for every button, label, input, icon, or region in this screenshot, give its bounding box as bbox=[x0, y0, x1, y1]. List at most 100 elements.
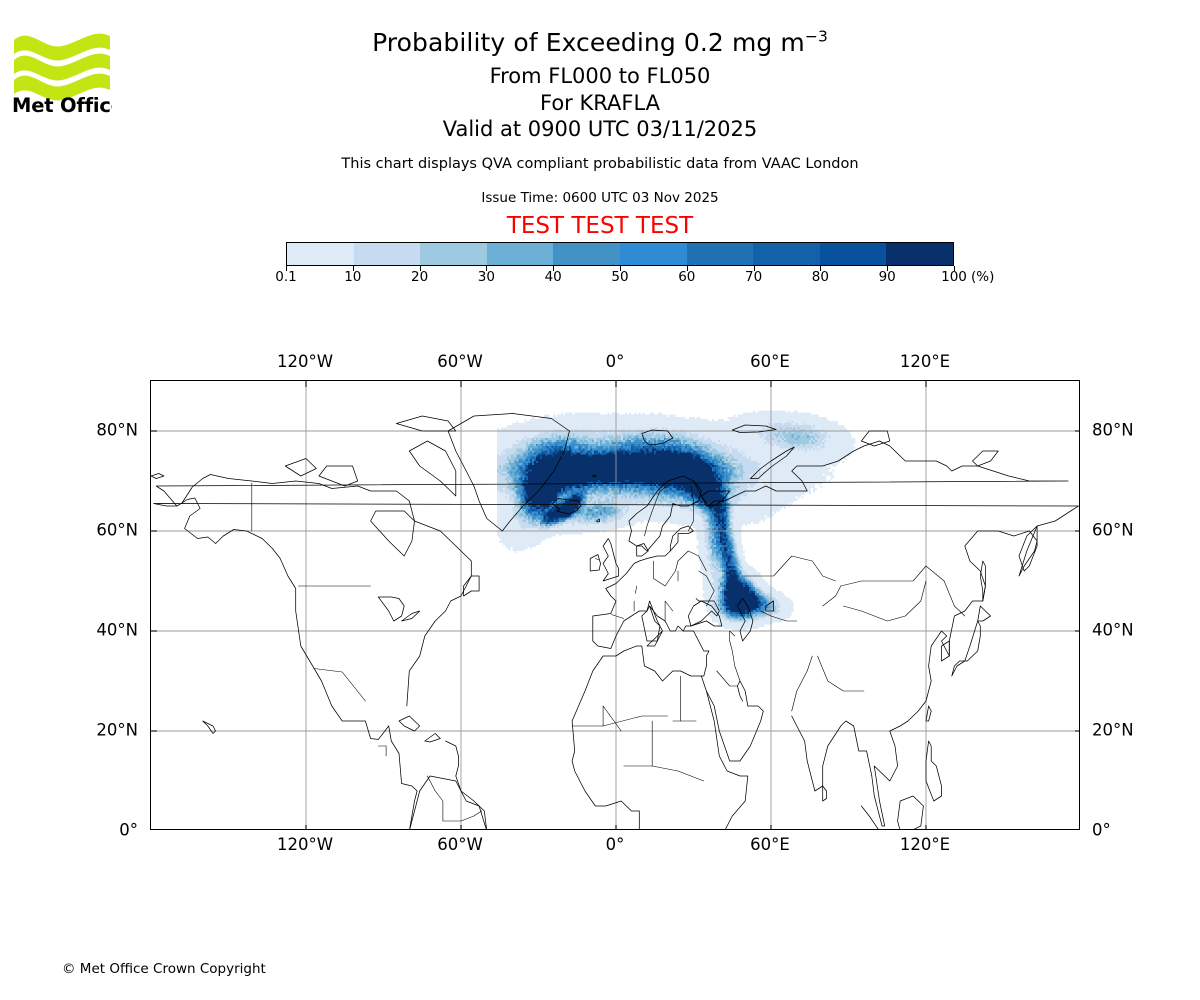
border-af-sahel bbox=[571, 715, 668, 727]
border-cn-mongolia bbox=[843, 580, 927, 622]
border-bra-north bbox=[442, 810, 482, 822]
border-cn-india bbox=[817, 655, 865, 692]
coastline-alaska-siberia-west bbox=[181, 497, 418, 829]
graticule-gridlines bbox=[151, 381, 1079, 829]
probability-colorbar bbox=[286, 242, 955, 271]
colorbar-band-10-20 bbox=[353, 243, 421, 265]
coastline-hawaii bbox=[202, 720, 216, 734]
coastline-iceland bbox=[552, 498, 582, 515]
lat-label-left-60: 60°N bbox=[96, 520, 138, 540]
border-europe-pl bbox=[653, 560, 679, 587]
colorbar-units-label: (%) bbox=[971, 269, 995, 285]
coastline-newfoundland bbox=[463, 575, 480, 597]
colorbar-label-90: 90 bbox=[878, 269, 896, 285]
colorbar-band-70-80 bbox=[753, 243, 820, 265]
coastline-svalbard bbox=[641, 429, 674, 446]
logo-wave-2 bbox=[14, 53, 110, 81]
border-kz-uzb bbox=[760, 610, 798, 622]
border-af-west-ng bbox=[623, 765, 705, 782]
border-fi-ru bbox=[688, 485, 694, 532]
colorbar-band-60-70 bbox=[686, 243, 754, 265]
coastline-faroe bbox=[596, 518, 601, 523]
logo-wave-1 bbox=[14, 33, 110, 61]
lat-label-right-80: 80°N bbox=[1092, 420, 1134, 440]
valid-time: Valid at 0900 UTC 03/11/2025 bbox=[442, 117, 758, 141]
country-borders bbox=[251, 482, 966, 822]
border-balkan-int bbox=[664, 600, 674, 622]
coastline-sa-north bbox=[455, 775, 487, 829]
coastline-ireland bbox=[589, 554, 601, 572]
page-title: Probability of Exceeding 0.2 mg m−3 bbox=[0, 27, 1200, 58]
lat-label-right-40: 40°N bbox=[1092, 620, 1134, 640]
coastline-arabia bbox=[706, 680, 764, 762]
qva-compliance-note: This chart displays QVA compliant probab… bbox=[341, 156, 859, 172]
coastline-black-sea bbox=[687, 600, 723, 627]
lon-label-top-120: 120°E bbox=[899, 352, 951, 371]
lon-label-bottom--120: 120°W bbox=[276, 835, 334, 854]
colorbar-label-20: 20 bbox=[411, 269, 429, 285]
logo-waves bbox=[14, 33, 110, 101]
colorbar-label-80: 80 bbox=[811, 269, 829, 285]
coastline-taiwan bbox=[925, 705, 932, 722]
colorbar-tick-70 bbox=[753, 266, 755, 271]
copyright-notice: © Met Office Crown Copyright bbox=[62, 961, 266, 977]
colorbar-band-30-40 bbox=[486, 243, 554, 265]
coastline-ellesmere bbox=[396, 415, 457, 432]
border-uk-ire bbox=[595, 558, 600, 561]
page-title-exponent: −3 bbox=[804, 27, 828, 46]
coastline-franz-josef bbox=[731, 424, 777, 433]
colorbar-band-0.1-10 bbox=[287, 243, 354, 265]
coastline-europe-west bbox=[592, 550, 671, 642]
lon-label-bottom-60: 60°E bbox=[750, 835, 790, 854]
coastline-wrangel bbox=[151, 473, 165, 479]
colorbar-band-20-30 bbox=[420, 243, 487, 265]
coastline-novosibirsk bbox=[972, 450, 999, 467]
border-saudi-iraq bbox=[716, 670, 738, 687]
coastline-greenland bbox=[447, 413, 570, 532]
coastline-lakes-erie-ont bbox=[401, 610, 421, 622]
colorbar-tick-20 bbox=[419, 266, 421, 271]
colorbar-tick-50 bbox=[620, 266, 621, 271]
coastline-great-lakes bbox=[377, 596, 405, 622]
border-belarus bbox=[677, 550, 707, 572]
coastline-na-atlantic bbox=[181, 474, 472, 707]
coastline-caribbean-sm bbox=[445, 740, 459, 777]
ash-cells-deebf7 bbox=[497, 410, 856, 631]
border-iran-iraq bbox=[729, 640, 741, 682]
coastline-italy bbox=[641, 605, 661, 642]
coastline-sri-lanka bbox=[822, 785, 827, 802]
ash-cells-9ecae1 bbox=[497, 427, 819, 621]
lat-label-left-40: 40°N bbox=[96, 620, 138, 640]
coastline-aral bbox=[765, 600, 774, 612]
colorbar-bands bbox=[286, 242, 954, 266]
border-mex-guat bbox=[378, 745, 387, 757]
coastlines bbox=[151, 413, 1079, 829]
coastline-hudson-bay bbox=[370, 510, 415, 557]
coastline-philippines bbox=[925, 740, 942, 802]
coastline-cuba bbox=[398, 715, 421, 732]
logo-wordmark: Met Office bbox=[12, 94, 112, 116]
colorbar-tick-10 bbox=[352, 266, 354, 271]
colorbar-label-70: 70 bbox=[745, 269, 763, 285]
lon-label-top-60: 60°E bbox=[750, 352, 790, 371]
ash-probability-field bbox=[497, 410, 856, 631]
colorbar-tick-30 bbox=[486, 266, 488, 271]
border-india-pak bbox=[791, 655, 813, 712]
border-ru-kz bbox=[742, 555, 836, 582]
colorbar-label-100: 100 bbox=[941, 269, 967, 285]
border-turkey-iran bbox=[729, 630, 736, 642]
lat-label-right-20: 20°N bbox=[1092, 720, 1134, 740]
colorbar-label-30: 30 bbox=[477, 269, 495, 285]
issue-time: Issue Time: 0600 UTC 03 Nov 2025 bbox=[481, 190, 719, 206]
map-plot-area bbox=[150, 380, 1080, 830]
border-ru-ukraine bbox=[698, 570, 715, 607]
lat-label-left-0: 0° bbox=[119, 820, 138, 840]
coastline-baffin bbox=[408, 440, 457, 497]
lat-label-right-0: 0° bbox=[1092, 820, 1111, 840]
page-title-text: Probability of Exceeding 0.2 mg m bbox=[372, 28, 805, 57]
border-scandi-se-no bbox=[644, 485, 668, 537]
colorbar-label-50: 50 bbox=[611, 269, 629, 285]
colorbar-tick-0.1 bbox=[286, 266, 287, 271]
coastline-hispaniola bbox=[424, 733, 441, 743]
lon-label-top-0: 0° bbox=[605, 352, 625, 371]
